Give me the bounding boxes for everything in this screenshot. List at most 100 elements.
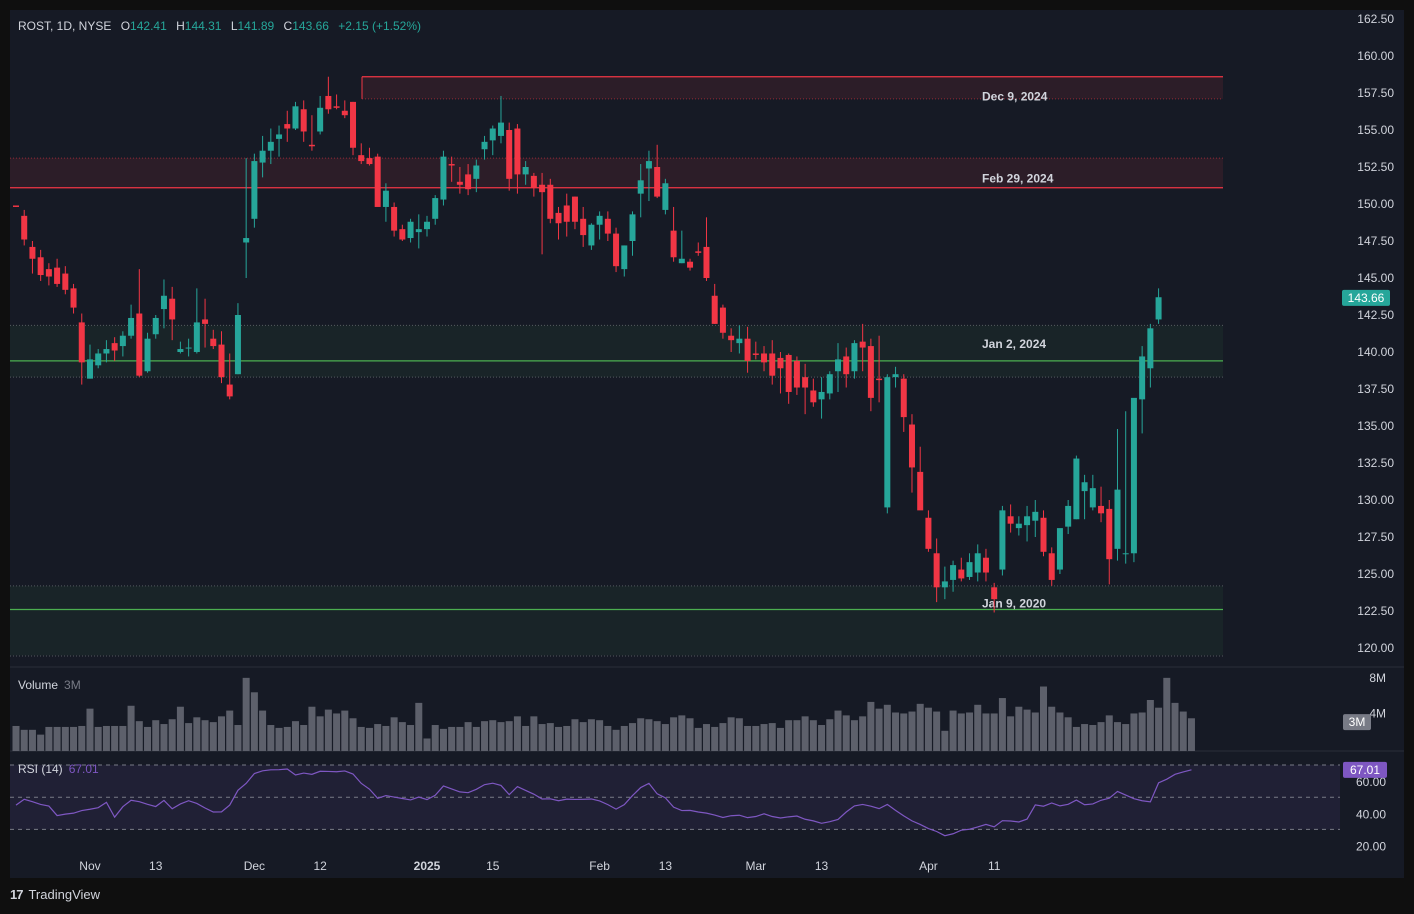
candle[interactable]	[448, 156, 455, 182]
volume-bar[interactable]	[785, 720, 793, 751]
volume-bar[interactable]	[735, 718, 743, 751]
candle[interactable]	[613, 227, 620, 273]
candle[interactable]	[1122, 411, 1129, 564]
volume-bar[interactable]	[250, 692, 258, 751]
candle[interactable]	[802, 363, 809, 415]
candle[interactable]	[769, 340, 776, 385]
candle[interactable]	[366, 147, 373, 166]
candle[interactable]	[991, 582, 998, 613]
candle[interactable]	[654, 144, 661, 199]
volume-bar[interactable]	[1130, 713, 1138, 751]
candle[interactable]	[835, 343, 841, 392]
candle[interactable]	[506, 122, 513, 191]
volume-bar[interactable]	[357, 726, 365, 751]
candle[interactable]	[193, 288, 200, 354]
candle[interactable]	[826, 371, 833, 400]
candle[interactable]	[399, 224, 406, 241]
volume-bar[interactable]	[20, 729, 28, 751]
candle[interactable]	[752, 341, 759, 360]
volume-bar[interactable]	[160, 724, 168, 751]
candle[interactable]	[1098, 486, 1105, 523]
volume-legend[interactable]: Volume 3M	[18, 678, 81, 692]
volume-bar[interactable]	[234, 725, 242, 751]
candle[interactable]	[736, 325, 743, 354]
candle[interactable]	[678, 230, 685, 264]
candle[interactable]	[177, 341, 184, 354]
candle[interactable]	[999, 505, 1006, 576]
candle[interactable]	[966, 553, 973, 580]
candle[interactable]	[645, 150, 652, 202]
candle[interactable]	[1007, 504, 1014, 533]
candle[interactable]	[728, 328, 735, 352]
candle[interactable]	[974, 544, 981, 582]
volume-bar[interactable]	[711, 726, 719, 751]
candle[interactable]	[473, 159, 480, 193]
volume-bar[interactable]	[226, 710, 234, 751]
candle[interactable]	[259, 135, 266, 178]
volume-bar[interactable]	[28, 729, 36, 751]
candle[interactable]	[1048, 547, 1055, 586]
candle[interactable]	[761, 346, 768, 372]
candle[interactable]	[267, 128, 274, 165]
volume-bar[interactable]	[776, 727, 784, 751]
candle[interactable]	[374, 153, 381, 207]
candle[interactable]	[276, 125, 283, 157]
price-axis[interactable]: 162.50 160.00 157.50 155.00 152.50 150.00 147.…	[1357, 12, 1394, 655]
candle[interactable]	[21, 209, 28, 246]
candle[interactable]	[317, 95, 324, 135]
volume-bar[interactable]	[719, 723, 727, 751]
volume-bar[interactable]	[859, 716, 867, 751]
volume-bar[interactable]	[12, 725, 20, 751]
volume-bar[interactable]	[365, 727, 373, 751]
candle[interactable]	[325, 76, 332, 114]
candle[interactable]	[580, 206, 587, 247]
volume-bar[interactable]	[1187, 718, 1195, 751]
volume-bar[interactable]	[998, 698, 1006, 751]
candle[interactable]	[1056, 528, 1063, 574]
candle[interactable]	[144, 332, 151, 373]
candle[interactable]	[629, 211, 636, 256]
volume-bar[interactable]	[102, 725, 110, 751]
volume-bar[interactable]	[1023, 709, 1031, 751]
volume-bar[interactable]	[464, 722, 472, 751]
volume-bar[interactable]	[390, 717, 398, 751]
candle[interactable]	[415, 214, 422, 249]
candle[interactable]	[465, 164, 472, 196]
candle[interactable]	[350, 101, 357, 156]
candle[interactable]	[1040, 510, 1047, 557]
volume-bar[interactable]	[448, 726, 456, 751]
candle[interactable]	[637, 164, 644, 218]
chart-canvas[interactable]: Dec 9, 2024 Feb 29, 2024 Jan 2, 2024 Jan 9,…	[10, 10, 1404, 878]
volume-bar[interactable]	[61, 726, 69, 751]
candle[interactable]	[941, 566, 948, 600]
volume-bar[interactable]	[653, 721, 661, 751]
candle[interactable]	[95, 349, 102, 369]
volume-bar[interactable]	[1064, 717, 1072, 751]
volume-bar[interactable]	[242, 677, 250, 751]
volume-bar[interactable]	[809, 720, 817, 751]
candle[interactable]	[547, 178, 554, 224]
candle[interactable]	[950, 560, 957, 592]
volume-bar[interactable]	[768, 723, 776, 751]
volume-bar[interactable]	[53, 726, 61, 751]
volume-bar[interactable]	[382, 725, 390, 751]
volume-bar[interactable]	[760, 724, 768, 751]
candle[interactable]	[1130, 397, 1137, 563]
candle[interactable]	[1089, 474, 1096, 511]
volume-bar[interactable]	[176, 706, 184, 751]
candle[interactable]	[45, 263, 52, 286]
candle[interactable]	[1081, 474, 1088, 520]
candle[interactable]	[243, 158, 250, 278]
volume-bar[interactable]	[1048, 706, 1056, 751]
time-axis[interactable]: Nov 13 Dec 12 2025 15 Feb 13 Mar 13 Apr 11	[79, 859, 1000, 873]
candle[interactable]	[744, 326, 751, 373]
volume-bar[interactable]	[1146, 699, 1154, 751]
candle[interactable]	[530, 172, 537, 197]
candle[interactable]	[78, 313, 85, 385]
rsi-line[interactable]	[15, 768, 1192, 837]
candle[interactable]	[662, 178, 669, 215]
volume-bar[interactable]	[209, 722, 217, 751]
volume-bar[interactable]	[37, 734, 45, 751]
candle[interactable]	[341, 100, 348, 119]
volume-bar[interactable]	[407, 725, 415, 751]
